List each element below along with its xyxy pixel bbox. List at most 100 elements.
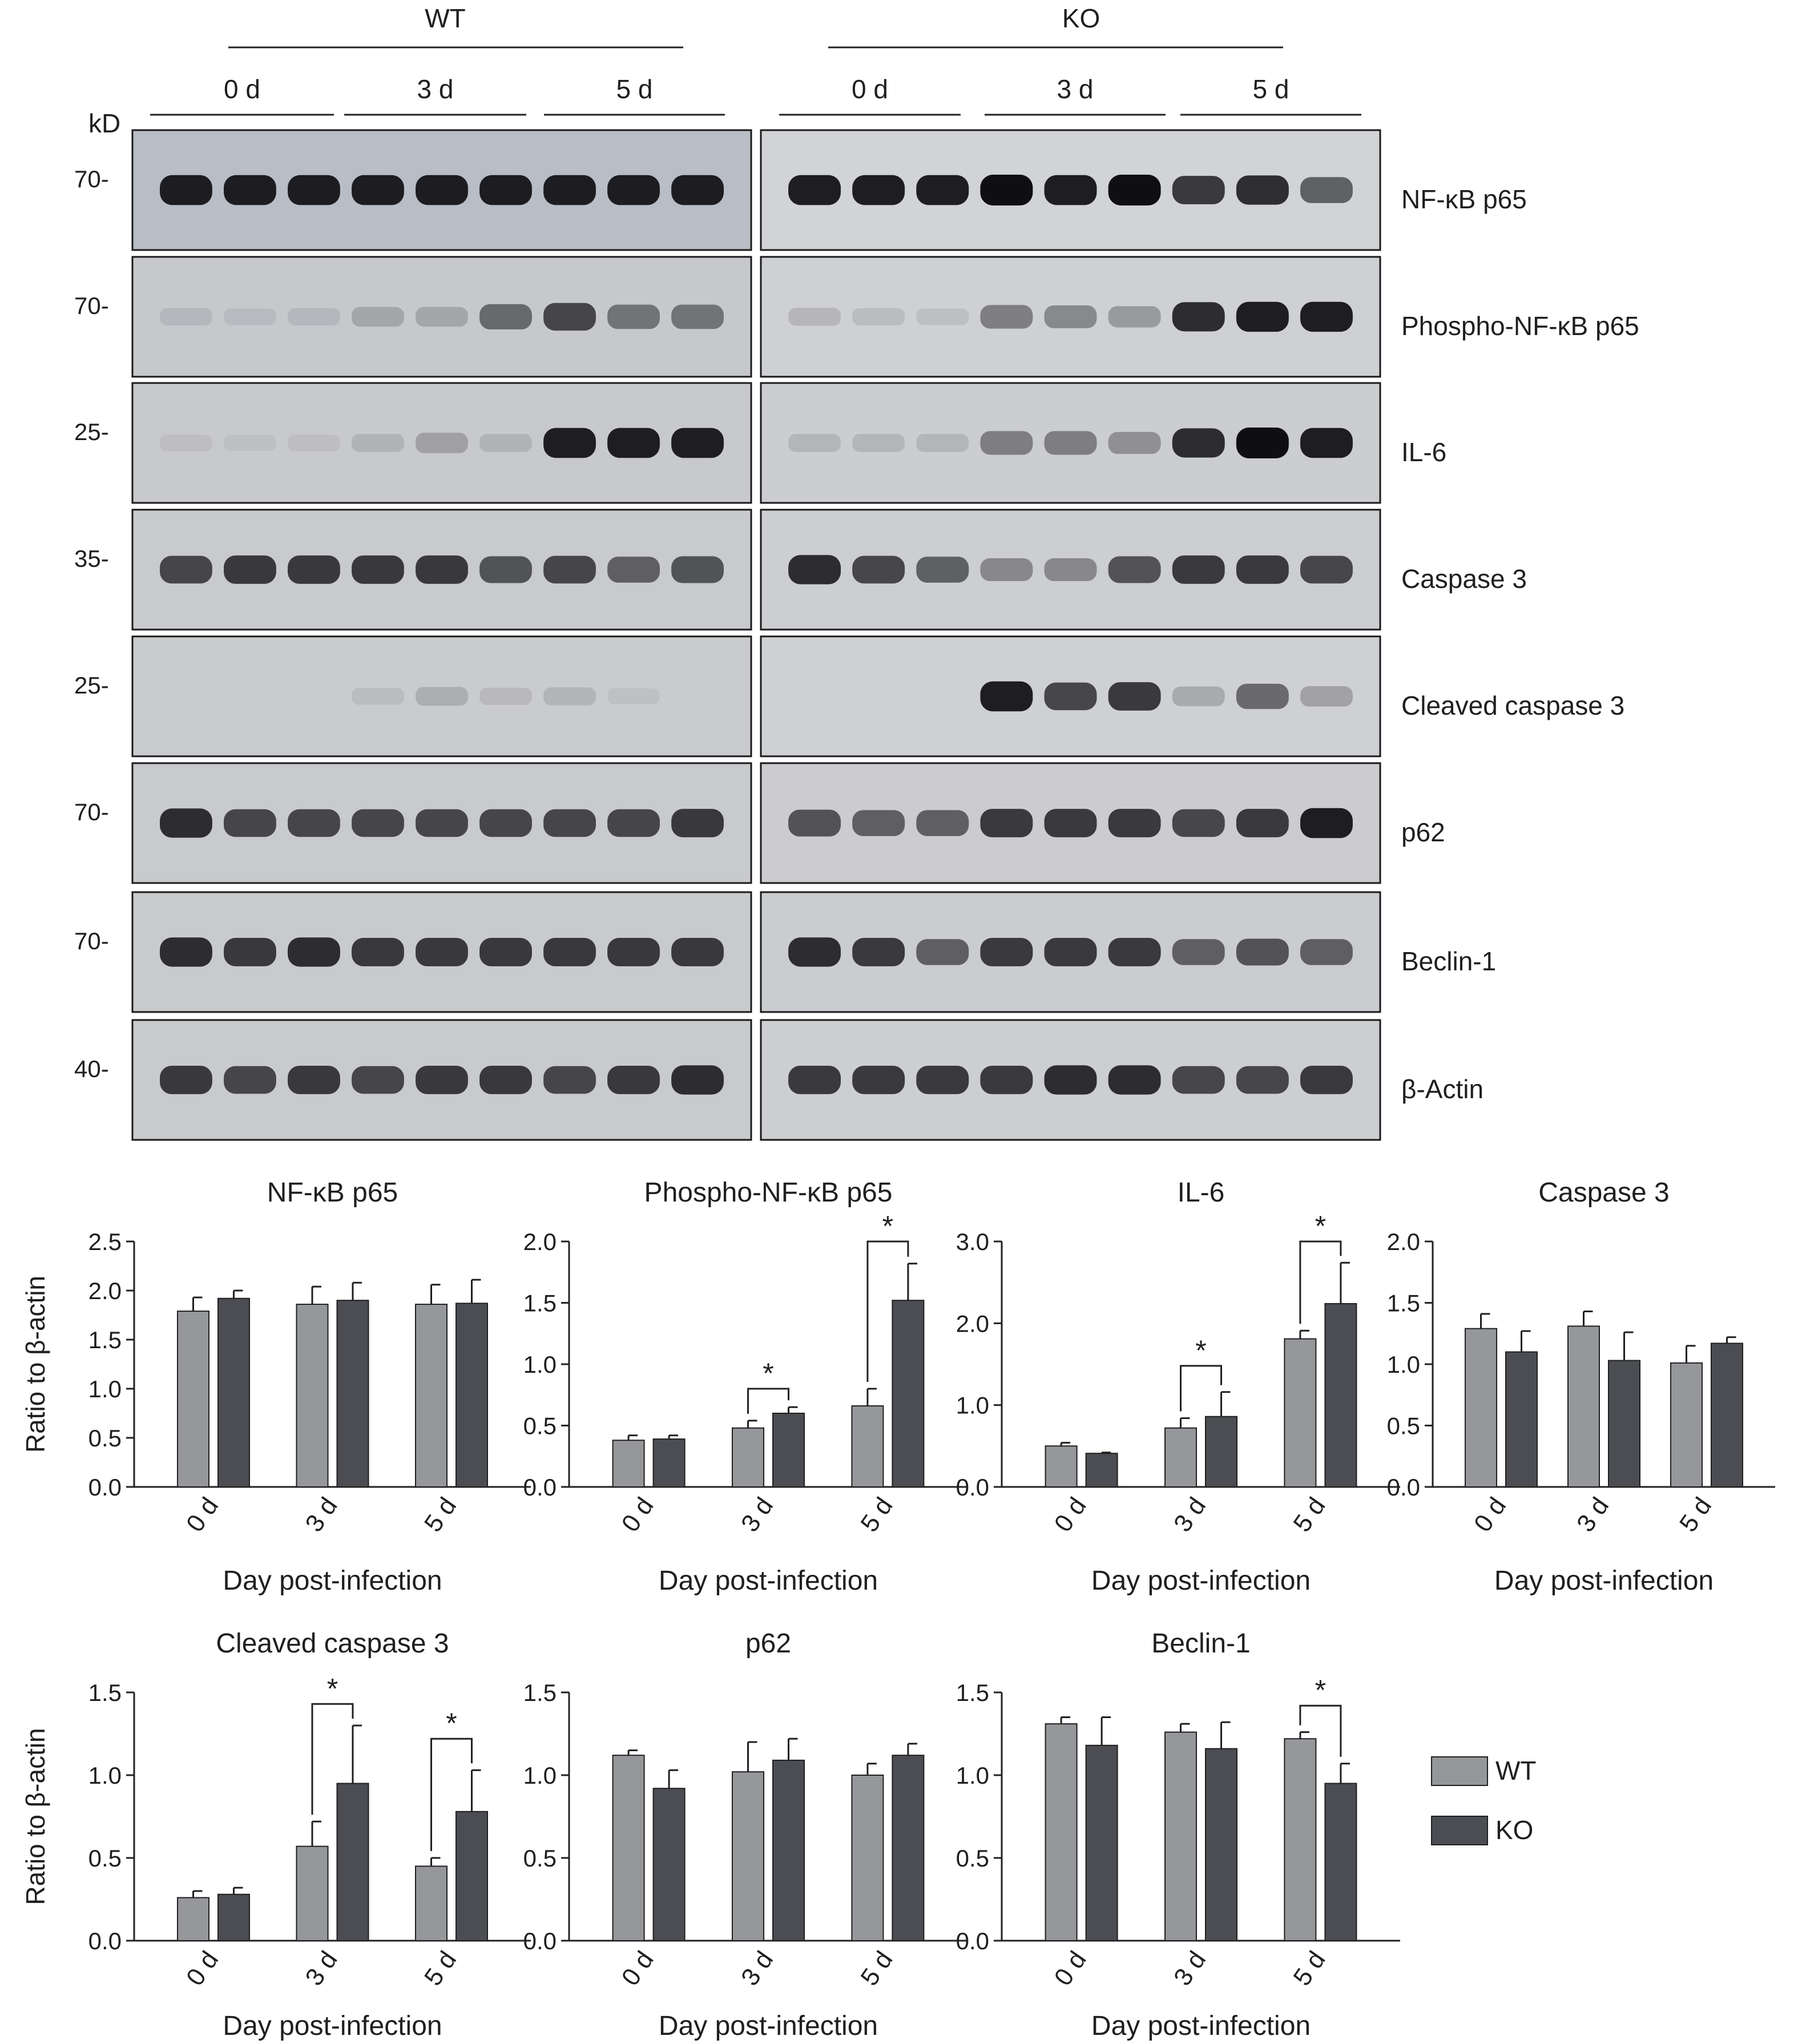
bar-chart: Cleaved caspase 3 0.0 0.5 1.0 1.5 Ratio to β-… (21, 1628, 531, 2041)
blot-band (288, 308, 340, 326)
x-tick-label: 0 d (181, 1493, 224, 1537)
blot-band (852, 938, 905, 966)
y-tick-label: 0.5 (523, 1413, 557, 1440)
blot-band (607, 809, 660, 837)
bar-chart: Beclin-1 0.0 0.5 1.0 1.5 0 d 3 d 5 d * Day post-i… (956, 1628, 1400, 2041)
bar-wt (851, 1775, 884, 1941)
protein-label: p62 (1401, 817, 1445, 847)
bar-ko (1085, 1744, 1118, 1942)
blot-band (479, 687, 532, 705)
bar-ko (217, 1893, 250, 1942)
blot-band (916, 557, 969, 583)
kd-marker: 70- (74, 928, 109, 954)
y-tick-label: 3.0 (956, 1228, 989, 1255)
x-tick-label: 0 d (616, 1946, 659, 1991)
significance-star: * (1315, 1674, 1326, 1706)
blot-band (980, 305, 1033, 329)
blot-band (288, 555, 340, 584)
blot-band (288, 434, 340, 451)
blot-band (352, 175, 404, 205)
blot-band (1108, 432, 1161, 454)
bar-wt (1567, 1325, 1600, 1488)
blot-band (980, 558, 1033, 581)
bar-ko (892, 1300, 925, 1487)
y-tick-label: 1.0 (523, 1351, 557, 1378)
blot-band (980, 1066, 1033, 1094)
blot-band (416, 555, 468, 584)
blot-band (1108, 175, 1161, 205)
blot-band (916, 308, 969, 325)
blot-band (543, 1066, 596, 1094)
y-tick-label: 1.0 (88, 1376, 122, 1402)
blot-band (1044, 431, 1097, 455)
blot-band (543, 809, 596, 837)
blot-band (543, 938, 596, 966)
blot-band (1300, 1066, 1353, 1094)
blot-band (160, 937, 212, 967)
blot-band (1172, 686, 1225, 707)
timepoint-label: 5 d (616, 74, 653, 104)
blot-band (1236, 428, 1289, 458)
significance-bracket (747, 1388, 789, 1414)
blot-band (788, 308, 841, 326)
y-tick-label: 0.5 (88, 1425, 122, 1452)
blot-band (980, 681, 1033, 712)
y-tick-label: 2.0 (1387, 1228, 1420, 1255)
protein-label: IL-6 (1401, 437, 1446, 467)
x-tick-label: 5 d (855, 1493, 898, 1537)
x-axis-label: Day post-infection (659, 1566, 878, 1596)
bar-wt (1164, 1731, 1197, 1942)
bar-wt (296, 1845, 329, 1941)
chart-title: Phospho-NF-κB p65 (644, 1178, 893, 1208)
blot-band (1108, 306, 1161, 328)
kd-marker: 25- (74, 672, 109, 699)
x-axis-label: Day post-infection (1091, 1566, 1311, 1596)
blot-band (1236, 555, 1289, 584)
y-tick-label: 1.0 (88, 1762, 122, 1789)
blot-band (479, 809, 532, 837)
bar-ko (1324, 1783, 1357, 1941)
blot-band (1108, 556, 1161, 583)
blot-band (479, 175, 532, 205)
blot-band (980, 938, 1033, 966)
y-tick-label: 2.5 (88, 1228, 122, 1255)
chart-title: Beclin-1 (1151, 1628, 1250, 1659)
x-axis-label: Day post-infection (1091, 2011, 1311, 2041)
blot-band (160, 555, 212, 584)
x-tick-label: 3 d (736, 1946, 779, 1991)
bar-ko (652, 1438, 686, 1487)
x-tick-label: 0 d (616, 1493, 659, 1537)
y-tick-label: 1.0 (1387, 1351, 1420, 1378)
x-tick-label: 0 d (1469, 1493, 1511, 1537)
significance-bracket (1180, 1365, 1222, 1412)
significance-star: * (763, 1357, 773, 1389)
blot-band (607, 688, 660, 705)
blot-band (1172, 1066, 1225, 1094)
chart-title: Caspase 3 (1538, 1178, 1669, 1208)
y-tick-label: 0.5 (523, 1845, 557, 1872)
bar-ko (1324, 1303, 1357, 1488)
x-tick-label: 3 d (300, 1946, 342, 1991)
x-tick-label: 0 d (1049, 1946, 1092, 1991)
y-tick-label: 0.0 (523, 1474, 557, 1501)
chart-title: Cleaved caspase 3 (216, 1628, 449, 1659)
blot-band (479, 304, 532, 330)
y-tick-label: 0.0 (523, 1928, 557, 1954)
blot-band (543, 428, 596, 458)
blot-band (224, 938, 276, 966)
blot-band (352, 809, 404, 837)
blot-band (543, 687, 596, 705)
x-tick-label: 5 d (419, 1493, 462, 1537)
blot-band (671, 1065, 724, 1095)
bar-wt (732, 1427, 764, 1488)
blot-band (852, 434, 905, 452)
blot-band (1044, 305, 1097, 328)
x-tick-label: 3 d (1168, 1946, 1211, 1991)
blot-band (788, 937, 841, 967)
x-tick-label: 3 d (736, 1493, 779, 1537)
blot-band (416, 433, 468, 453)
blot-band (916, 810, 969, 836)
blot-band (416, 938, 468, 966)
blot-band (1108, 938, 1161, 966)
bar-ko (336, 1783, 369, 1941)
